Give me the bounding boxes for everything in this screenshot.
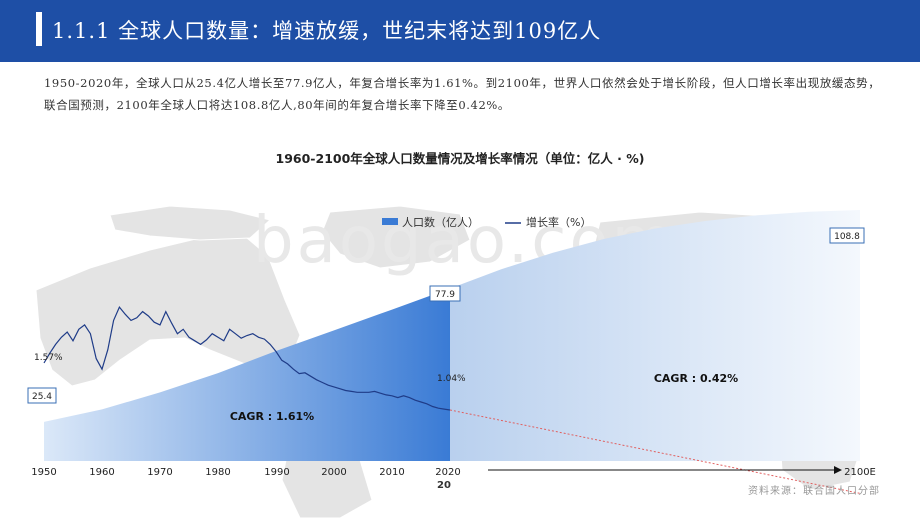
- growth-rate-forecast-line: [449, 409, 861, 494]
- map-shape-greenland: [321, 205, 471, 269]
- slide-title: 1.1.1 全球人口数量：增速放缓，世纪末将达到109亿人: [52, 19, 602, 43]
- data-label-box: [429, 285, 461, 302]
- summary-text: 1950-2020年，全球人口从25.4亿人增长至77.9亿人，年复合增长率为1…: [44, 76, 881, 112]
- legend: 人口数（亿人） 增长率（%）: [382, 215, 591, 229]
- growth-rate-line: [43, 305, 451, 411]
- data-label: 1.04%: [437, 374, 466, 384]
- map-shape-arctic: [109, 205, 272, 241]
- legend-label-growth: 增长率（%）: [526, 215, 591, 229]
- x-tick-label: 2020: [435, 467, 460, 478]
- slide-header: 1.1.1 全球人口数量：增速放缓，世纪末将达到109亿人: [0, 0, 920, 62]
- legend-label-population: 人口数（亿人）: [402, 216, 479, 229]
- legend-swatch-population: [382, 218, 398, 225]
- x-tick-extra: 20: [437, 480, 451, 491]
- forecast-arrow-head: [834, 466, 842, 474]
- data-label-box: [829, 227, 865, 244]
- x-tick-label: 2000: [321, 467, 346, 478]
- x-tick-label: 2100E: [844, 467, 876, 478]
- data-label: 77.9: [435, 290, 455, 300]
- cagr-historical-label: CAGR : 1.61%: [230, 410, 314, 423]
- source-note: 资料来源：联合国人口分部: [748, 486, 880, 497]
- data-label: 1.57%: [34, 353, 63, 363]
- x-tick-label: 1990: [264, 467, 289, 478]
- header-accent-bar: [36, 12, 42, 46]
- x-tick-label: 1950: [31, 467, 56, 478]
- x-tick-label: 1960: [89, 467, 114, 478]
- x-tick-label: 2010: [379, 467, 404, 478]
- chart-title: 1960-2100年全球人口数量情况及增长率情况（单位：亿人 · %): [275, 151, 645, 166]
- x-tick-label: 1980: [205, 467, 230, 478]
- x-tick-label: 1970: [147, 467, 172, 478]
- population-area-forecast: [450, 210, 860, 461]
- x-axis-ticks: 1950 1960 1970 1980 1990 2000 2010 2020 2100E: [31, 467, 876, 478]
- population-area-historical: [44, 288, 450, 461]
- data-label: 25.4: [32, 392, 52, 402]
- data-label-box: [27, 387, 57, 404]
- data-label: 108.8: [834, 232, 860, 242]
- point-labels: 25.4 77.9 108.8 1.57% 1.04%: [27, 227, 865, 404]
- cagr-forecast-label: CAGR : 0.42%: [654, 372, 738, 385]
